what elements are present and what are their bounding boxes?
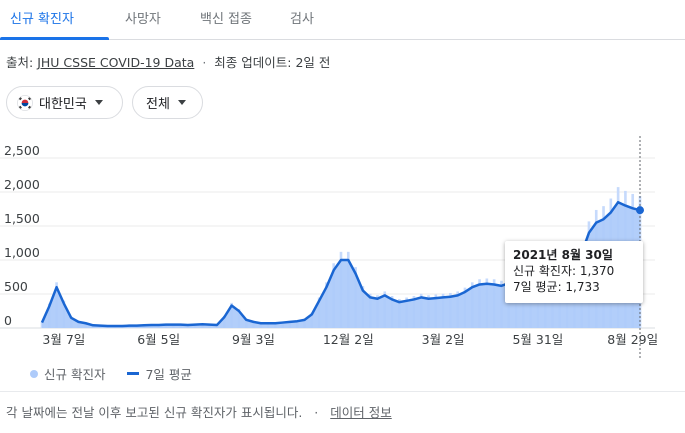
x-tick-label: 6월 5일	[137, 332, 180, 347]
active-tab-indicator	[0, 37, 109, 40]
y-tick-label: 500	[4, 279, 28, 294]
tooltip-seven-day-average: 7일 평균: 1,733	[513, 280, 600, 294]
x-tick-label: 8월 29일	[607, 332, 658, 347]
divider	[0, 391, 685, 392]
hover-point	[636, 206, 644, 215]
y-tick-label: 2,000	[4, 177, 40, 192]
footer-separator: ·	[314, 405, 319, 420]
tab-deaths[interactable]: 사망자	[125, 12, 161, 27]
range-label: 전체	[146, 97, 170, 112]
tooltip-new-cases: 신규 확진자: 1,370	[513, 264, 615, 278]
x-tick-label: 3월 7일	[42, 332, 85, 347]
source-separator: ·	[202, 55, 207, 70]
x-tick-label: 12월 2일	[323, 332, 374, 347]
y-tick-label: 1,500	[4, 211, 40, 226]
y-tick-label: 2,500	[4, 143, 40, 158]
tab-vaccinations[interactable]: 백신 접종	[200, 12, 252, 27]
x-tick-label: 5월 31일	[512, 332, 563, 347]
chart-legend: 신규 확진자 7일 평균	[30, 364, 192, 383]
new-cases-legend-swatch	[30, 369, 38, 378]
tooltip-date: 2021년 8월 30일	[513, 248, 613, 262]
korea-flag-icon	[17, 94, 33, 111]
source-prefix: 출처:	[6, 55, 34, 70]
tab-bar: 신규 확진자 사망자 백신 접종 검사	[0, 0, 685, 40]
data-info-link[interactable]: 데이터 정보	[330, 405, 392, 420]
footer-text: 각 날짜에는 전날 이후 보고된 신규 확진자가 표시됩니다.	[6, 405, 303, 420]
chevron-down-icon	[177, 100, 186, 105]
legend-seven-day-average: 7일 평균	[145, 367, 192, 382]
y-tick-label: 0	[4, 313, 12, 328]
x-axis-labels: 3월 7일 6월 5일 9월 3일 12월 2일 3월 2일 5월 31일 8월 29일	[42, 332, 658, 347]
x-tick-label: 9월 3일	[232, 332, 275, 347]
chevron-down-icon	[94, 100, 103, 105]
x-tick-label: 3월 2일	[422, 332, 465, 347]
tab-tests[interactable]: 검사	[290, 12, 314, 27]
source-link[interactable]: JHU CSSE COVID-19 Data	[37, 55, 195, 70]
tab-new-cases[interactable]: 신규 확진자	[10, 12, 74, 27]
cases-chart[interactable]: 2,500 2,000 1,500 1,000 500 0 3월 7일 6월 5일 9월 3일…	[0, 128, 685, 360]
chart-tooltip: 2021년 8월 30일 신규 확진자: 1,370 7일 평균: 1,733	[505, 241, 643, 303]
average-legend-swatch	[127, 372, 140, 375]
legend-new-cases: 신규 확진자	[44, 367, 106, 382]
cases-area	[42, 202, 640, 328]
country-dropdown[interactable]: 대한민국	[6, 86, 123, 119]
footer-note: 각 날짜에는 전날 이후 보고된 신규 확진자가 표시됩니다. · 데이터 정보	[6, 402, 392, 421]
last-updated: 최종 업데이트: 2일 전	[214, 55, 331, 70]
source-line: 출처: JHU CSSE COVID-19 Data · 최종 업데이트: 2일…	[6, 52, 330, 71]
country-label: 대한민국	[39, 97, 87, 112]
y-tick-label: 1,000	[4, 245, 40, 260]
y-axis-labels: 2,500 2,000 1,500 1,000 500 0	[4, 143, 40, 328]
range-dropdown[interactable]: 전체	[132, 86, 203, 119]
